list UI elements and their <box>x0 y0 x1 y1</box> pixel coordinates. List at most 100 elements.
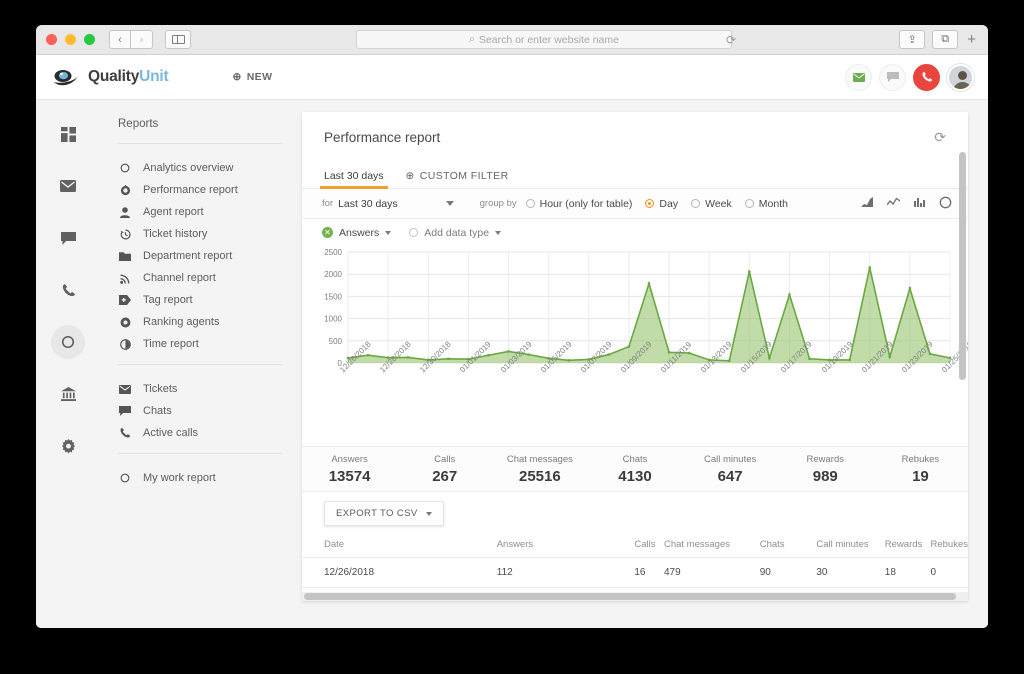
new-button[interactable]: ⊕ NEW <box>232 71 272 83</box>
app-logo[interactable]: QualityUnit <box>52 68 169 87</box>
performance-report-panel: Performance report ⟳ Last 30 days ⊕ CUST… <box>302 112 968 601</box>
email-status-button[interactable] <box>845 63 872 91</box>
data-type-answers[interactable]: ✕ Answers <box>322 227 392 239</box>
close-window-button[interactable] <box>46 34 57 45</box>
for-label: for <box>322 198 334 209</box>
sidebar-item-time-report[interactable]: Time report <box>118 333 302 355</box>
remove-icon[interactable]: ✕ <box>322 227 333 238</box>
export-to-csv-button[interactable]: EXPORT TO CSV <box>324 501 444 526</box>
refresh-icon: ⟳ <box>934 129 946 145</box>
radio-day[interactable]: Day <box>645 198 678 210</box>
chat-status-button[interactable] <box>879 63 906 91</box>
minimize-window-button[interactable] <box>65 34 76 45</box>
refresh-button[interactable]: ⟳ <box>934 129 946 146</box>
rail-item-chats[interactable] <box>51 221 85 255</box>
rail-item-knowledge-base[interactable] <box>51 377 85 411</box>
col-date[interactable]: Date <box>302 532 497 558</box>
sidebar-item-analytics-overview[interactable]: Analytics overview <box>118 157 302 179</box>
chart-canvas: 0 500 1000 1500 2000 2500 <box>324 248 952 368</box>
cell-rewards: 18 <box>884 557 931 588</box>
table-horizontal-scrollbar[interactable] <box>302 592 968 601</box>
reports-icon <box>61 335 75 349</box>
rail-item-calls[interactable] <box>51 273 85 307</box>
add-data-type-label: Add data type <box>424 226 490 239</box>
nav-divider-3 <box>118 453 282 454</box>
avatar[interactable] <box>947 63 974 91</box>
col-call-minutes[interactable]: Call minutes <box>816 532 885 558</box>
radio-label: Hour (only for table) <box>539 197 633 210</box>
sidebar-toggle-button[interactable] <box>165 30 191 49</box>
sidebar-item-channel-report[interactable]: Channel report <box>118 267 302 289</box>
back-button[interactable]: ‹ <box>109 30 131 49</box>
forward-button[interactable]: › <box>131 30 153 49</box>
stat-label: Rebukes <box>901 453 940 465</box>
rail-item-dashboard[interactable] <box>51 117 85 151</box>
stat-chats: Chats 4130 <box>587 447 682 491</box>
tab-custom-filter[interactable]: ⊕ CUSTOM FILTER <box>406 170 509 188</box>
browser-window: ‹ › ⌕ Search or enter website name ⟳ ⇪ ⧉… <box>36 25 988 628</box>
area-chart-icon[interactable] <box>861 197 873 210</box>
col-calls[interactable]: Calls <box>634 532 664 558</box>
rail-item-tickets[interactable] <box>51 169 85 203</box>
radio-hour[interactable]: Hour (only for table) <box>525 197 633 210</box>
app-header: QualityUnit ⊕ NEW <box>36 55 988 100</box>
chevron-down-icon <box>385 230 392 235</box>
share-button[interactable]: ⇪ <box>899 30 926 49</box>
radio-month[interactable]: Month <box>744 198 788 210</box>
col-rewards[interactable]: Rewards <box>884 532 931 558</box>
tab-last-30-days[interactable]: Last 30 days <box>320 170 388 189</box>
sidebar-item-tickets[interactable]: Tickets <box>118 378 302 400</box>
toolbar-right: ⇪ ⧉ + <box>899 30 978 49</box>
content-area: Performance report ⟳ Last 30 days ⊕ CUST… <box>302 100 988 628</box>
address-bar[interactable]: ⌕ Search or enter website name <box>356 30 732 49</box>
stat-value: 989 <box>812 467 838 485</box>
date-range-value: Last 30 days <box>338 197 398 210</box>
cell-answers: 112 <box>496 557 635 588</box>
reload-button[interactable]: ⟳ <box>726 33 736 47</box>
rail-item-reports[interactable] <box>51 325 85 359</box>
sidebar-item-active-calls[interactable]: Active calls <box>118 422 302 444</box>
pie-chart-icon[interactable] <box>939 196 952 212</box>
sidebar-item-ticket-history[interactable]: Ticket history <box>118 223 302 245</box>
show-tabs-button[interactable]: ⧉ <box>932 30 959 49</box>
radio-dot <box>691 199 701 208</box>
line-chart-icon[interactable] <box>886 197 901 210</box>
ring-icon <box>118 317 132 328</box>
scrollbar-thumb[interactable] <box>304 593 956 600</box>
date-range-dropdown[interactable]: Last 30 days <box>338 198 454 210</box>
sidebar-item-agent-report[interactable]: Agent report <box>118 201 302 223</box>
nav-group-reports: Analytics overview Performance report Ag… <box>118 157 302 355</box>
sidebar-item-label: Tag report <box>143 294 193 306</box>
group-by-radios: Hour (only for table) Day Week Month <box>525 197 788 210</box>
stat-chat-messages: Chat messages 25516 <box>492 447 587 491</box>
logo-unit: Unit <box>139 68 169 85</box>
col-rebukes[interactable]: Rebukes <box>930 532 968 558</box>
cell-chats: 90 <box>759 557 817 588</box>
col-chat-messages[interactable]: Chat messages <box>663 532 760 558</box>
svg-text:1500: 1500 <box>324 292 342 301</box>
add-data-type-button[interactable]: Add data type <box>409 226 502 239</box>
circle-icon <box>409 228 419 237</box>
bar-chart-icon[interactable] <box>914 197 925 210</box>
call-status-button[interactable] <box>913 63 940 91</box>
sidebar-item-my-work-report[interactable]: My work report <box>118 467 302 489</box>
sidebar-item-chats[interactable]: Chats <box>118 400 302 422</box>
plus-icon: + <box>967 31 976 48</box>
panel-vertical-scrollbar[interactable] <box>959 152 966 380</box>
col-answers[interactable]: Answers <box>496 532 635 558</box>
logo-quality: Quality <box>88 68 140 85</box>
radio-week[interactable]: Week <box>691 198 732 210</box>
cell-calls: 16 <box>634 557 664 588</box>
sidebar-item-ranking-agents[interactable]: Ranking agents <box>118 311 302 333</box>
sidebar-item-performance-report[interactable]: Performance report <box>118 179 302 201</box>
chevron-down-icon <box>425 511 432 516</box>
table-row[interactable]: 12/26/2018 112 16 479 90 30 18 0 <box>302 557 968 588</box>
rail-item-settings[interactable] <box>51 429 85 463</box>
sidebar-item-tag-report[interactable]: Tag report <box>118 289 302 311</box>
sidebar-item-department-report[interactable]: Department report <box>118 245 302 267</box>
new-tab-button[interactable]: + <box>965 31 978 48</box>
col-chats[interactable]: Chats <box>759 532 817 558</box>
group-by-label: group by <box>479 198 517 209</box>
maximize-window-button[interactable] <box>84 34 95 45</box>
share-icon: ⇪ <box>907 34 917 46</box>
